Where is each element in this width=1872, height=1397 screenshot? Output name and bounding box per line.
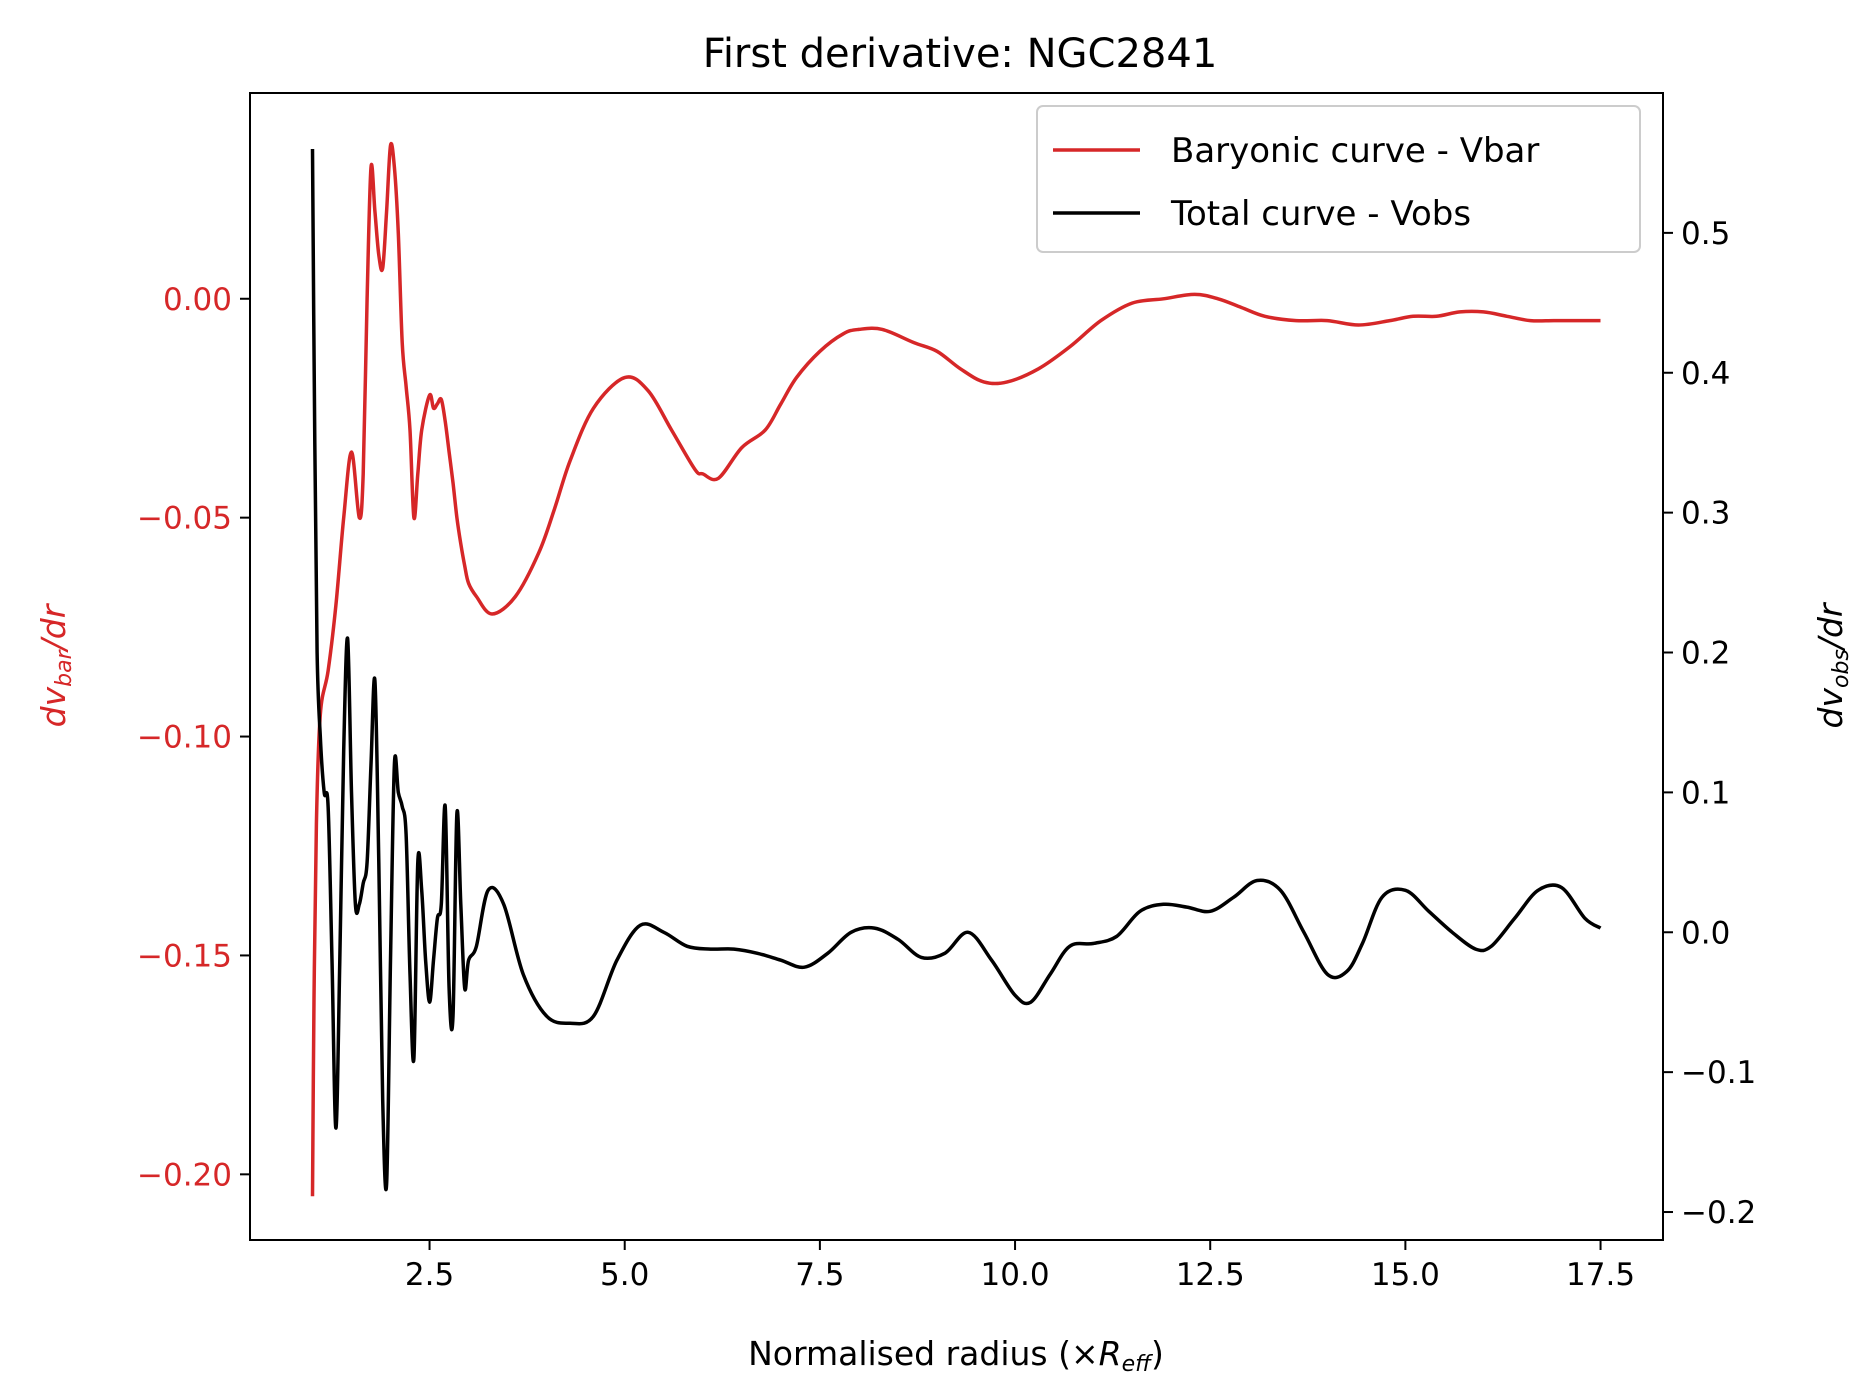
legend-label-vbar: Baryonic curve - Vbar: [1171, 131, 1539, 171]
right-y-tick-label: 0.4: [1681, 356, 1730, 392]
x-tick-label: 5.0: [600, 1257, 649, 1293]
series-line-vbar: [310, 141, 1601, 1197]
x-tick-label: 2.5: [405, 1257, 454, 1293]
left-y-tick-label: −0.05: [137, 501, 232, 537]
x-axis-label-var: R: [1099, 1334, 1122, 1373]
right-y-tick-label: 0.2: [1681, 636, 1730, 672]
right-y-axis-ticks: 0.5 0.4 0.3 0.2 0.1 0.0 −0.1 −0.2: [1663, 216, 1756, 1231]
series-layer: [310, 141, 1602, 1197]
left-y-tick-label: 0.00: [163, 282, 232, 318]
right-y-axis-label: dvobs/dr: [1811, 601, 1854, 728]
x-axis-label: Normalised radius (×Reff): [748, 1334, 1164, 1377]
x-tick-label: 12.5: [1176, 1257, 1245, 1293]
x-tick-label: 10.0: [981, 1257, 1050, 1293]
left-y-axis-ticks: 0.00 −0.05 −0.10 −0.15 −0.20: [137, 282, 250, 1193]
series-line-vobs: [310, 148, 1602, 1192]
x-axis-label-sub: eff: [1122, 1352, 1154, 1377]
plot-frame: [249, 92, 1664, 1241]
legend: Baryonic curve - Vbar Total curve - Vobs: [1036, 105, 1641, 253]
right-y-tick-label: −0.2: [1681, 1195, 1756, 1231]
x-axis-label-close: ): [1151, 1334, 1164, 1373]
right-y-tick-label: 0.3: [1681, 496, 1730, 532]
x-tick-label: 7.5: [795, 1257, 844, 1293]
right-y-label-pre: dv: [1811, 688, 1850, 729]
right-y-tick-label: −0.1: [1681, 1055, 1756, 1091]
right-y-label-post: /dr: [1811, 601, 1850, 652]
right-y-tick-label: 0.5: [1681, 216, 1730, 252]
x-axis-label-main: Normalised radius (×: [748, 1334, 1099, 1373]
left-y-label-pre: dv: [34, 686, 73, 727]
left-y-label-post: /dr: [34, 602, 73, 653]
x-tick-label: 17.5: [1566, 1257, 1635, 1293]
legend-label-vobs: Total curve - Vobs: [1170, 194, 1471, 234]
x-tick-label: 15.0: [1371, 1257, 1440, 1293]
right-y-tick-label: 0.0: [1681, 915, 1730, 951]
right-y-label-sub: obs: [1829, 649, 1854, 688]
plot-area: [249, 92, 1664, 1241]
left-y-axis-label: dvbar/dr: [34, 602, 77, 727]
left-y-tick-label: −0.20: [137, 1157, 232, 1193]
left-y-label-sub: bar: [52, 648, 77, 686]
x-axis-ticks: 2.5 5.0 7.5 10.0 12.5 15.0 17.5: [405, 1240, 1635, 1293]
legend-box: [1036, 105, 1641, 253]
chart-title: First derivative: NGC2841: [703, 31, 1218, 77]
left-y-tick-label: −0.15: [137, 938, 232, 974]
right-y-tick-label: 0.1: [1681, 775, 1730, 811]
left-y-tick-label: −0.10: [137, 720, 232, 756]
